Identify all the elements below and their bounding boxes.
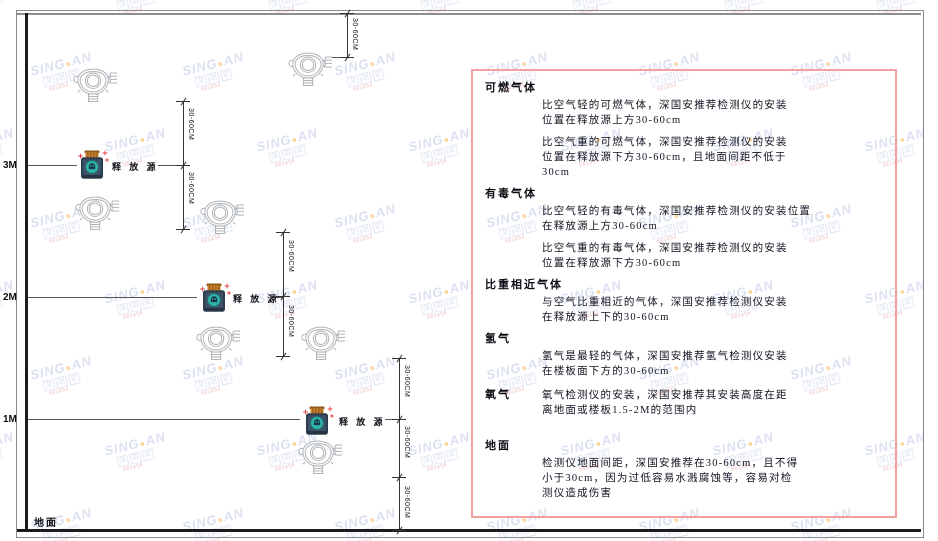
panel-section-heading: 地面 <box>485 440 511 452</box>
panel-section-paragraph: 检测仪地面间距，深国安推荐在30-60cm，且不得 小于30cm，因为过低容易水… <box>542 458 799 499</box>
dimension-label: 30-60CM <box>403 426 410 459</box>
gas-detector-icon-2m-above <box>198 196 245 241</box>
release-source-icon-3m <box>75 150 109 185</box>
gas-detector-icon-1m-below <box>296 436 343 481</box>
ground-line <box>17 529 921 532</box>
gas-detector-icon-1m-above <box>299 322 346 367</box>
dimension-label: 30-60CM <box>351 18 358 51</box>
release-source-label-2m: 释 放 源 <box>233 294 280 304</box>
leader-1m <box>28 419 300 420</box>
panel-section: 地面检测仪地面间距，深国安推荐在30-60cm，且不得 小于30cm，因为过低容… <box>485 439 881 501</box>
release-source-label-3m: 释 放 源 <box>112 162 159 172</box>
panel-section-paragraph: 氧气检测仪的安装，深国安推荐其安装高度在距 离地面或楼板1.5-2M的范围内 <box>542 390 788 416</box>
panel-section: 比重相近气体与空气比重相近的气体，深国安推荐检测仪安装 在释放源上下的30-60… <box>485 278 881 325</box>
panel-section-heading: 氢气 <box>485 333 511 345</box>
ground-label: 地面 <box>34 518 58 529</box>
installation-guide-panel: 可燃气体 比空气轻的可燃气体，深国安推荐检测仪的安装 位置在释放源上方30-60c… <box>471 69 897 518</box>
dimension-label: 30-60CM <box>403 486 410 519</box>
panel-section-heading: 可燃气体 <box>485 82 537 94</box>
height-label-2m: 2M <box>3 292 17 303</box>
panel-section: 有毒气体 比空气轻的有毒气体，深国安推荐检测仪的安装位置 在释放源上方30-60c… <box>485 187 881 271</box>
gas-detector-icon-3m-above <box>71 64 118 109</box>
gas-detector-icon-ceiling <box>286 48 333 93</box>
release-source-icon-1m <box>300 406 334 441</box>
panel-section-paragraph: 比空气轻的有毒气体，深国安推荐检测仪的安装位置 在释放源上方30-60cm <box>542 206 812 232</box>
wall-axis-line <box>25 13 28 531</box>
leader-2m <box>28 297 197 298</box>
panel-section-paragraph: 比空气重的可燃气体，深国安推荐检测仪的安装 位置在释放源下方30-60cm，且地… <box>542 137 788 178</box>
dimension-label: 30-60CM <box>287 240 294 273</box>
connector-2m <box>274 297 284 298</box>
panel-section-paragraph: 氢气是最轻的气体，深国安推荐氢气检测仪安装 在楼板面下方的30-60cm <box>542 351 788 377</box>
installation-guide-body: 可燃气体 比空气轻的可燃气体，深国安推荐检测仪的安装 位置在释放源上方30-60c… <box>473 71 895 516</box>
dimension-label: 30-60CM <box>187 108 194 141</box>
dimension-line-1m <box>399 358 400 531</box>
release-source-label-1m: 释 放 源 <box>339 417 386 427</box>
dimension-line-ceiling <box>347 13 348 58</box>
dimension-label: 30-60CM <box>187 172 194 205</box>
panel-section-paragraph: 比空气重的有毒气体，深国安推荐检测仪的安装 位置在释放源下方30-60cm <box>542 243 788 269</box>
sheet-frame <box>16 10 924 538</box>
panel-section-paragraph: 比空气轻的可燃气体，深国安推荐检测仪的安装 位置在释放源上方30-60cm <box>542 100 788 126</box>
height-label-1m: 1M <box>3 414 17 425</box>
panel-section-heading: 比重相近气体 <box>485 279 563 291</box>
panel-section-paragraph: 与空气比重相近的气体，深国安推荐检测仪安装 在释放源上下的30-60cm <box>542 297 788 323</box>
panel-section: 可燃气体 比空气轻的可燃气体，深国安推荐检测仪的安装 位置在释放源上方30-60c… <box>485 81 881 180</box>
dimension-label: 30-60CM <box>403 365 410 398</box>
gas-detector-icon-2m-below <box>194 322 241 367</box>
height-label-3m: 3M <box>3 160 17 171</box>
gas-detector-icon-3m-below <box>73 192 120 237</box>
dimension-label: 30-60CM <box>287 305 294 338</box>
leader-3m <box>28 165 77 166</box>
panel-section: 氧气 氧气检测仪的安装，深国安推荐其安装高度在距 离地面或楼板1.5-2M的范围内 <box>485 386 881 425</box>
panel-section: 氢气氢气是最轻的气体，深国安推荐氢气检测仪安装 在楼板面下方的30-60cm <box>485 332 881 379</box>
panel-section-heading: 有毒气体 <box>485 188 537 200</box>
ceiling-line <box>17 13 921 15</box>
release-source-icon-2m <box>197 283 231 318</box>
connector-3m <box>158 165 184 166</box>
panel-section-heading: 氧气 <box>485 389 511 401</box>
